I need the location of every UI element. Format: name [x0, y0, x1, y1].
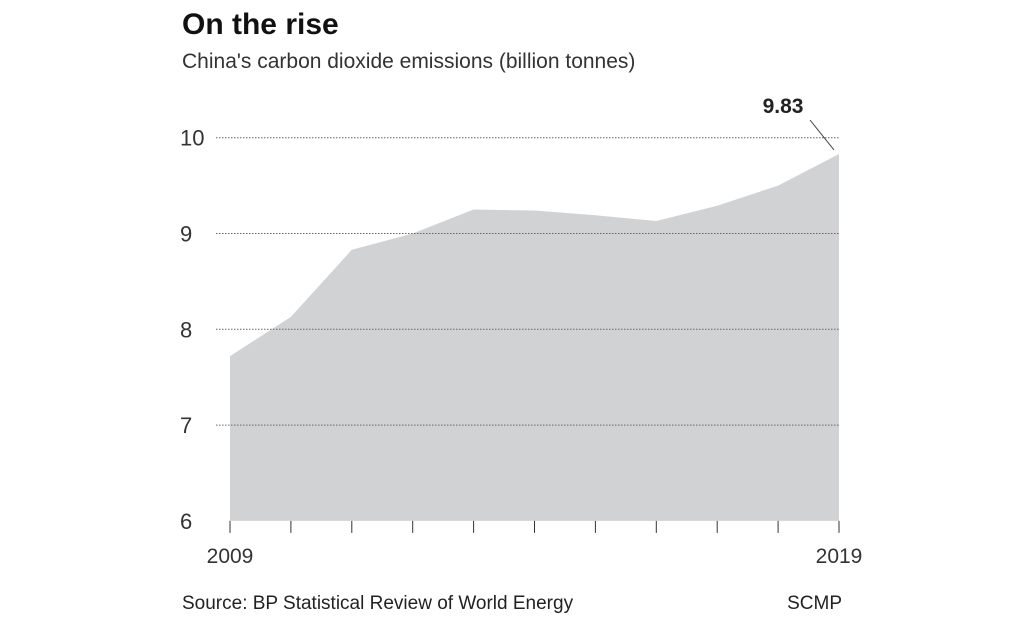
source-note: Source: BP Statistical Review of World E… — [182, 593, 574, 614]
y-tick-label: 7 — [180, 413, 192, 438]
y-tick-label: 6 — [180, 509, 192, 534]
y-tick-label: 9 — [180, 222, 192, 247]
chart-title: On the rise — [182, 8, 339, 41]
y-tick-label: 8 — [180, 317, 192, 342]
chart-subtitle: China's carbon dioxide emissions (billio… — [182, 50, 636, 73]
emissions-area — [230, 153, 839, 521]
annotation-label: 9.83 — [763, 95, 804, 118]
x-tick-label: 2019 — [816, 545, 863, 568]
x-tick-label: 2009 — [207, 545, 254, 568]
credit-label: SCMP — [787, 593, 842, 614]
y-tick-label: 10 — [180, 126, 204, 151]
annotation-leader-line — [809, 119, 835, 151]
